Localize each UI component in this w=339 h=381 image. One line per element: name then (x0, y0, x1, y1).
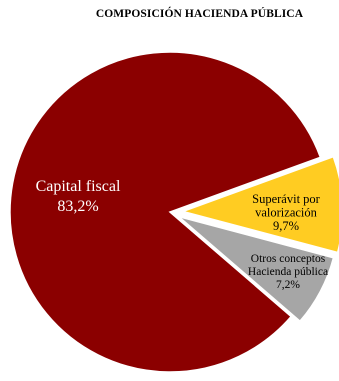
slice-label-line-2-0: Otros conceptos (251, 253, 326, 265)
slice-label-line-0-0: Capital fiscal (36, 178, 121, 195)
slice-label-line-1-1: valorización (255, 206, 318, 220)
slice-label-0: Capital fiscal 83,2% (36, 178, 121, 215)
slice-label-line-2-1: Hacienda pública (248, 266, 328, 278)
slice-label-2: Otros conceptos Hacienda pública 7,2% (248, 253, 328, 291)
slice-label-line-1-0: Superávit por (252, 192, 321, 206)
pie-slice-1 (180, 155, 339, 254)
pie-slice-0 (9, 51, 322, 373)
chart-title: COMPOSICIÓN HACIENDA PÚBLICA (95, 8, 304, 20)
slice-value-0: 83,2% (57, 198, 98, 215)
slice-value-1: 9,7% (273, 219, 299, 233)
slice-label-1: Superávit por valorización 9,7% (252, 192, 321, 233)
slice-value-2: 7,2% (276, 279, 300, 291)
pie-slice-2 (178, 215, 335, 323)
